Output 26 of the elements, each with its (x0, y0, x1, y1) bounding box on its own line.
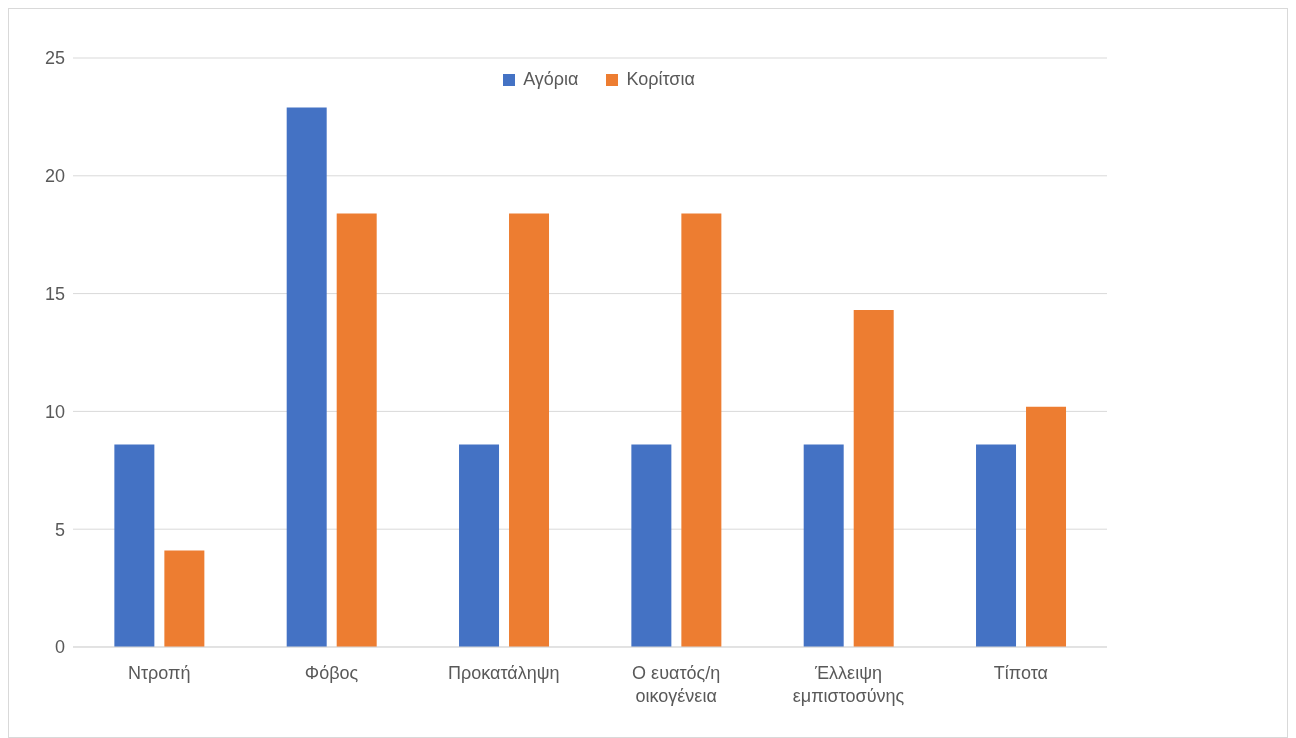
bar (976, 444, 1017, 647)
y-tick-label: 15 (44, 283, 65, 304)
bar (631, 444, 672, 647)
legend-label: Κορίτσια (625, 69, 695, 90)
bar (164, 550, 205, 647)
bar (336, 213, 377, 647)
bar (803, 444, 844, 647)
x-tick-label: Ντροπή (127, 663, 191, 684)
bar (681, 213, 722, 647)
legend-label: Αγόρια (522, 69, 579, 90)
y-tick-label: 5 (54, 519, 65, 540)
x-tick-label: Ο ευατός/η οικογένεια (632, 663, 721, 706)
x-tick-label: Τίποτα (993, 663, 1048, 684)
y-tick-label: 20 (44, 166, 65, 187)
bar (459, 444, 500, 647)
bar (114, 444, 155, 647)
bar (1026, 406, 1067, 647)
x-tick-label: Προκατάληψη (448, 663, 560, 684)
y-tick-label: 25 (44, 48, 65, 69)
bar (286, 107, 327, 647)
bar (853, 310, 894, 647)
x-tick-label: Φόβος (304, 663, 359, 684)
bar (509, 213, 550, 647)
y-tick-label: 10 (44, 401, 65, 422)
x-tick-label: Έλλειψη εμπιστοσύνης (792, 663, 905, 706)
y-tick-label: 0 (54, 637, 65, 658)
